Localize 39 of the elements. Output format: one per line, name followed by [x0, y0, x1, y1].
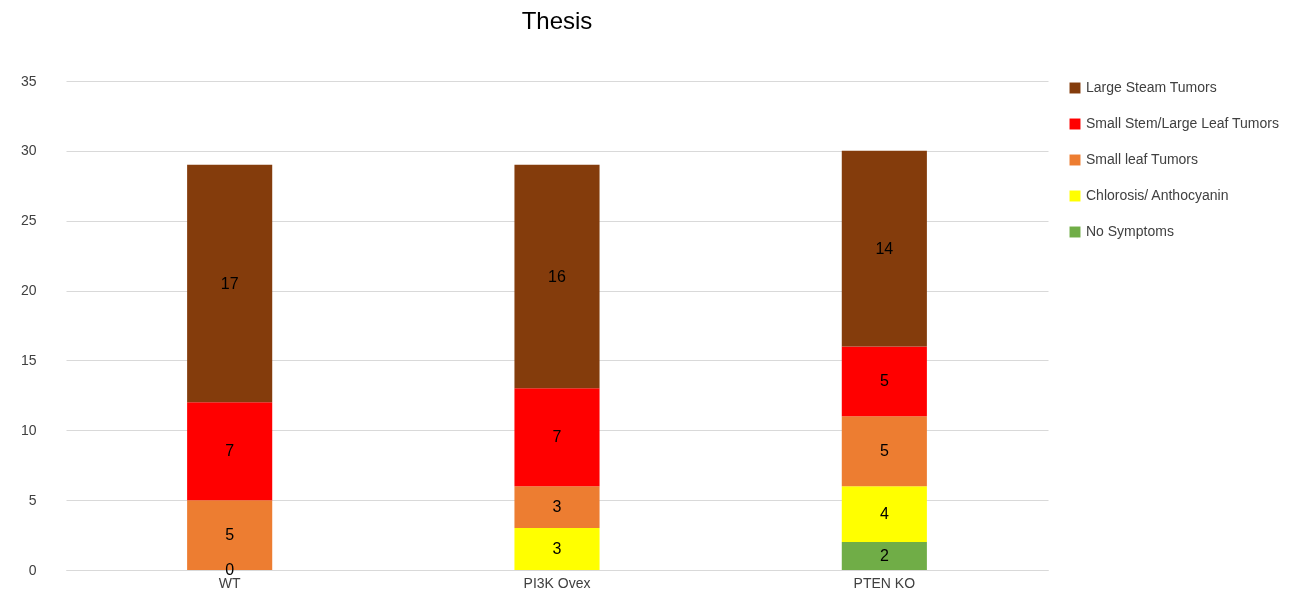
legend-label: Chlorosis/ Anthocyanin [1086, 187, 1229, 203]
data-label: 2 [879, 547, 889, 565]
data-label: 17 [220, 274, 239, 292]
data-label: 14 [875, 239, 894, 257]
data-label: 16 [548, 267, 566, 285]
y-tick-label: 0 [28, 561, 37, 578]
data-label: 3 [552, 498, 562, 516]
legend-label: Small Stem/Large Leaf Tumors [1086, 115, 1279, 131]
bar [514, 528, 600, 570]
y-tick-label: 10 [20, 421, 37, 438]
data-label: 5 [879, 442, 889, 460]
data-label: 4 [879, 505, 889, 523]
y-tick-label: 35 [20, 72, 37, 89]
bar [841, 416, 927, 487]
legend-label: No Symptoms [1086, 223, 1174, 239]
bar [841, 346, 927, 417]
bar [841, 150, 927, 347]
legend-label: Small leaf Tumors [1086, 151, 1199, 167]
y-tick-label: 30 [20, 142, 37, 159]
bar [514, 486, 600, 529]
y-tick-label: 5 [28, 491, 37, 508]
data-label: 5 [225, 526, 235, 544]
bar [187, 402, 273, 501]
bar [841, 486, 927, 543]
y-tick-label: 25 [20, 212, 37, 229]
data-label: 7 [225, 442, 235, 460]
bar [187, 164, 273, 403]
y-tick-label: 20 [20, 282, 37, 299]
chart-title: Thesis [521, 7, 593, 34]
data-label: 3 [552, 540, 562, 558]
x-tick-label: PTEN KO [853, 574, 916, 591]
x-tick-label: PI3K Ovex [523, 574, 591, 591]
data-label: 7 [552, 428, 562, 446]
legend-label: Large Steam Tumors [1086, 79, 1217, 95]
bar [514, 164, 600, 389]
bar [514, 388, 600, 487]
data-label: 5 [879, 372, 889, 390]
bar [841, 542, 927, 570]
y-tick-label: 15 [20, 351, 37, 368]
